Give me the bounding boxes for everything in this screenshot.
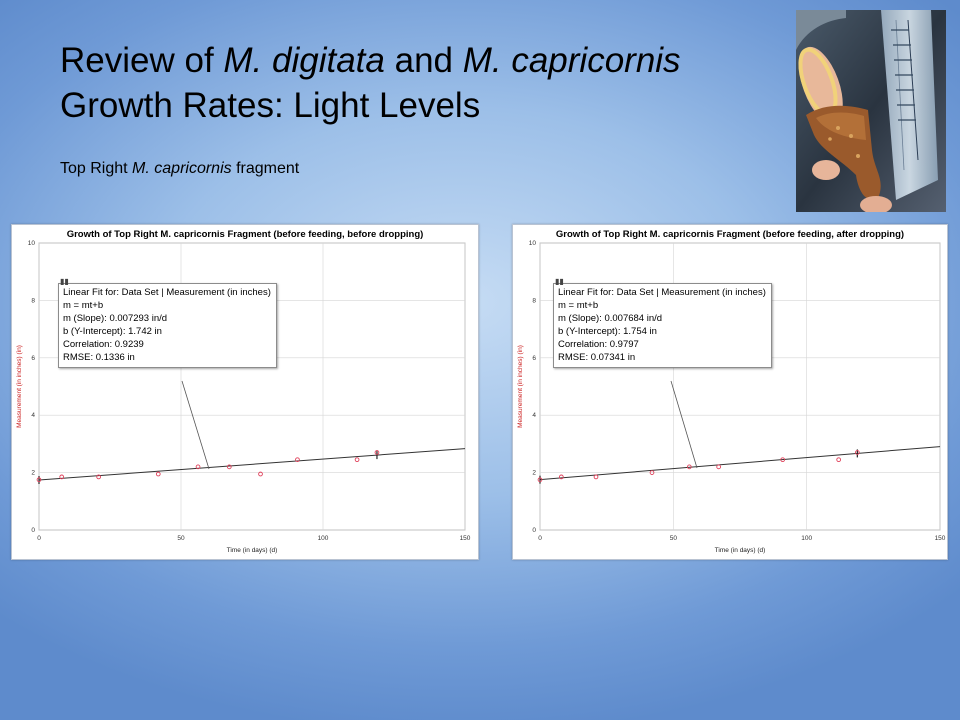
subtitle-suffix: fragment [231,160,300,177]
fit-box-icon: ▮▮ [555,277,564,286]
title-prefix: Review of [60,41,224,80]
y-axis-label: Measurement (in inches) (in) [517,345,524,428]
title-species-1: M. digitata [223,41,385,80]
y-tick-label: 10 [529,240,537,247]
linear-fit-box: ▮▮ Linear Fit for: Data Set | Measuremen… [58,277,277,368]
chart-title: Growth of Top Right M. capricornis Fragm… [556,229,904,240]
y-tick-label: 2 [31,470,35,477]
y-axis-label: Measurement (in inches) (in) [16,345,23,428]
data-point [36,477,42,483]
title-species-2: M. capricornis [462,41,681,80]
x-tick-label: 150 [935,535,946,542]
x-tick-label: 100 [318,535,329,542]
data-point [836,457,842,463]
chart-title: Growth of Top Right M. capricornis Fragm… [67,229,424,240]
fit-box-icon: ▮▮ [60,277,69,286]
slide-subtitle: Top Right M. capricornis fragment [60,160,299,178]
y-tick-label: 6 [532,355,536,362]
data-point [258,471,263,477]
subtitle-prefix: Top Right [60,160,133,177]
chart-panel-before-dropping: Growth of Top Right M. capricornis Fragm… [11,224,479,560]
fit-equation: m = mt+b [558,300,599,311]
fit-rmse: RMSE: 0.1336 in [63,352,135,363]
fit-intercept: b (Y-Intercept): 1.742 in [63,326,162,337]
data-point [558,474,564,480]
data-point [686,464,692,470]
subtitle-species: M. capricornis [132,160,232,177]
y-tick-label: 8 [31,297,35,304]
linear-fit-line [539,446,941,481]
y-tick-label: 0 [31,527,35,534]
data-point [593,474,599,480]
title-suffix: Growth Rates: Light Levels [60,86,481,125]
x-tick-label: 0 [538,535,542,542]
fit-slope: m (Slope): 0.007293 in/d [63,313,168,324]
title-conjunction: and [384,41,463,80]
fit-rmse: RMSE: 0.07341 in [558,352,636,363]
y-tick-label: 4 [532,412,536,419]
chart-before-dropping: Growth of Top Right M. capricornis Fragm… [16,229,471,554]
y-tick-label: 6 [31,355,35,362]
x-tick-label: 50 [670,535,678,542]
fit-correlation: Correlation: 0.9239 [63,339,144,350]
fit-callout-line [181,380,210,470]
data-point [716,464,722,470]
y-tick-label: 10 [28,240,36,247]
y-tick-label: 2 [532,470,536,477]
x-tick-label: 150 [460,535,471,542]
data-point [155,471,161,477]
data-point [854,450,860,455]
linear-fit-box: ▮▮ Linear Fit for: Data Set | Measuremen… [553,277,772,368]
data-point [59,474,65,480]
data-point [354,457,360,463]
fit-heading: Linear Fit for: Data Set | Measurement (… [63,287,271,298]
data-point [649,470,655,475]
coral-fragment-photo [796,10,946,212]
coral-photo-illustration [796,10,946,212]
x-axis-label: Time (in days) (d) [715,547,766,554]
slide-title: Review of M. digitata and M. capricornis… [60,38,780,128]
data-point [96,474,101,480]
y-tick-label: 4 [31,412,35,419]
fit-heading: Linear Fit for: Data Set | Measurement (… [558,287,766,298]
x-tick-label: 50 [177,535,185,542]
data-point [780,457,786,463]
chart-after-dropping: Growth of Top Right M. capricornis Fragm… [517,229,946,554]
x-axis-label: Time (in days) (d) [227,547,278,554]
y-tick-label: 8 [532,297,536,304]
fit-intercept: b (Y-Intercept): 1.754 in [558,326,657,337]
fit-equation: m = mt+b [63,300,104,311]
linear-fit-line [38,448,466,481]
data-point [374,450,380,455]
fit-callout-line [670,380,698,469]
data-point [537,477,543,483]
data-point [295,457,300,463]
x-tick-label: 0 [37,535,41,542]
y-tick-label: 0 [532,527,536,534]
x-tick-label: 100 [801,535,812,542]
chart-panel-after-dropping: Growth of Top Right M. capricornis Fragm… [512,224,948,560]
data-point [226,464,232,470]
fit-correlation: Correlation: 0.9797 [558,339,639,350]
fit-slope: m (Slope): 0.007684 in/d [558,313,663,324]
data-point [195,464,201,470]
